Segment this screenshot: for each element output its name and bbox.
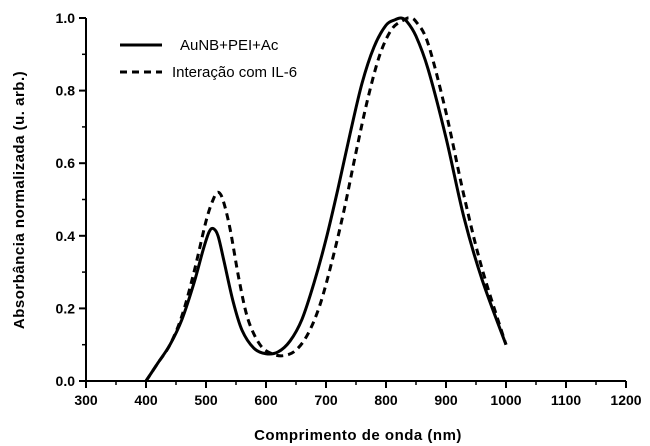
- y-tick-label: 0.8: [56, 83, 76, 99]
- tick-marks: [79, 17, 627, 388]
- x-tick-label: 600: [254, 392, 278, 408]
- x-tick-label: 900: [434, 392, 458, 408]
- y-tick-label: 0.4: [56, 228, 76, 244]
- y-tick-label: 1.0: [56, 10, 76, 26]
- x-tick-label: 800: [374, 392, 398, 408]
- x-tick-label: 300: [74, 392, 98, 408]
- series-line-aunb: [144, 16, 508, 382]
- x-tick-label: 1200: [610, 392, 641, 408]
- x-axis-title: Comprimento de onda (nm): [254, 427, 462, 444]
- legend-label-il6: Interação com IL-6: [172, 64, 297, 81]
- legend: AuNB+PEI+Ac Interação com IL-6: [120, 37, 297, 81]
- y-tick-label: 0.2: [56, 300, 76, 316]
- y-axis-title: Absorbância normalizada (u. arb.): [11, 71, 28, 329]
- y-tick-label: 0.0: [56, 373, 76, 389]
- legend-label-aunb: AuNB+PEI+Ac: [180, 37, 279, 54]
- x-tick-label: 400: [134, 392, 158, 408]
- plot-axes: [85, 18, 626, 382]
- series-line-il6: [144, 16, 508, 382]
- x-tick-label: 1000: [490, 392, 521, 408]
- x-tick-label: 500: [194, 392, 218, 408]
- tick-labels: 300 400 500 600 700 800 900 1000 1100 1200 0.0 0.2 0…: [56, 10, 642, 408]
- y-tick-label: 0.6: [56, 155, 76, 171]
- x-tick-label: 700: [314, 392, 338, 408]
- x-tick-label: 1100: [551, 392, 582, 408]
- series-lines: [144, 16, 508, 382]
